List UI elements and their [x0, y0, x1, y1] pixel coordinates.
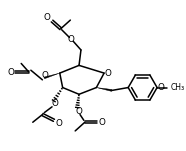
Text: O: O	[99, 118, 106, 127]
Polygon shape	[96, 88, 112, 91]
Text: O: O	[52, 99, 58, 108]
Text: O: O	[158, 83, 164, 92]
Text: O: O	[55, 119, 62, 128]
Text: O: O	[7, 68, 14, 77]
Text: CH₃: CH₃	[171, 83, 185, 92]
Text: O: O	[44, 13, 51, 22]
Text: O: O	[68, 35, 75, 44]
Text: O: O	[42, 71, 49, 80]
Text: O: O	[76, 107, 82, 116]
Text: O: O	[105, 69, 111, 78]
Polygon shape	[44, 73, 60, 79]
